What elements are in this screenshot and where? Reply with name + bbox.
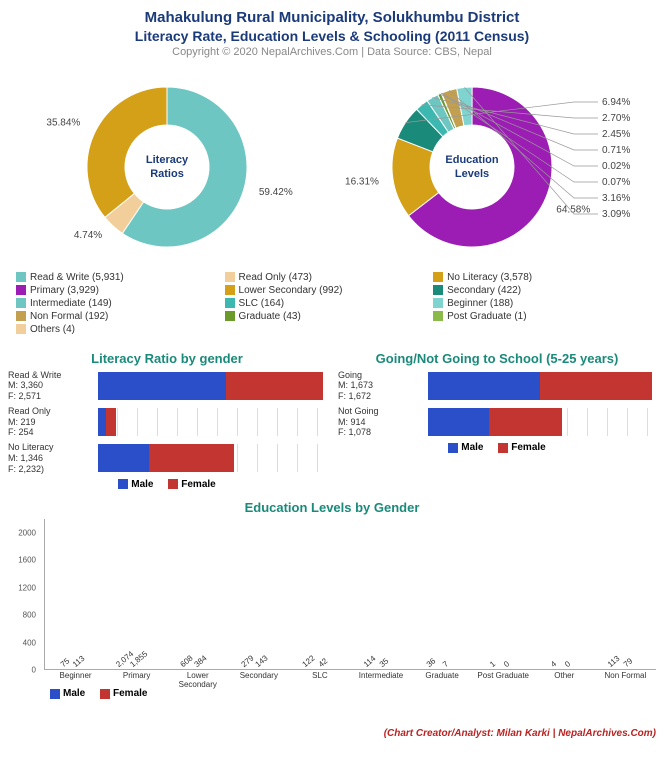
hbar-row: Read & WriteM: 3,360F: 2,571 (8, 370, 326, 402)
literacy-donut-panel: 59.42% 4.74% 35.84% Literacy Ratios (8, 62, 326, 272)
svg-text:0.02%: 0.02% (602, 161, 630, 172)
svg-text:59.42%: 59.42% (259, 186, 293, 197)
credit: (Chart Creator/Analyst: Milan Karki | Ne… (8, 728, 656, 739)
donut-slice (87, 87, 167, 217)
hbar-row: Literacy Ratio by gender Read & WriteM: … (8, 345, 656, 493)
svg-text:3.09%: 3.09% (602, 209, 630, 220)
legend: Read & Write (5,931)Read Only (473)No Li… (8, 272, 656, 337)
svg-text:Ratios: Ratios (150, 168, 184, 180)
legend-item: Post Graduate (1) (433, 311, 642, 322)
svg-text:16.31%: 16.31% (345, 176, 379, 187)
male-label: Male (461, 442, 483, 453)
legend-item: Secondary (422) (433, 285, 642, 296)
legend-item: Read Only (473) (225, 272, 434, 283)
legend-item: No Literacy (3,578) (433, 272, 642, 283)
svg-text:Literacy: Literacy (146, 154, 189, 166)
header: Mahakulung Rural Municipality, Solukhumb… (8, 8, 656, 58)
y-axis: 0400800120016002000 (8, 519, 40, 670)
legend-item: Beginner (188) (433, 298, 642, 309)
legend-item: Non Formal (192) (16, 311, 225, 322)
legend-item: Intermediate (149) (16, 298, 225, 309)
svg-text:Education: Education (445, 154, 498, 166)
education-donut: 64.58%16.31%6.94%2.70%2.45%0.71%0.02%0.0… (342, 62, 652, 272)
svg-text:Levels: Levels (455, 168, 489, 180)
hbar-row: GoingM: 1,673F: 1,672 (338, 370, 656, 402)
education-donut-panel: 64.58%16.31%6.94%2.70%2.45%0.71%0.02%0.0… (338, 62, 656, 272)
school-going-title: Going/Not Going to School (5-25 years) (338, 351, 656, 366)
mini-legend-1: Male Female (8, 479, 326, 493)
svg-text:4.74%: 4.74% (74, 229, 102, 240)
legend-item: Others (4) (16, 324, 225, 335)
mini-legend-3: Male Female (44, 688, 656, 702)
svg-text:0.07%: 0.07% (602, 177, 630, 188)
female-label: Female (181, 479, 215, 490)
education-gender-chart: 75113Beginner2,0741,855Primary608384Lowe… (44, 519, 656, 670)
female-label: Female (511, 442, 545, 453)
legend-item: Primary (3,929) (16, 285, 225, 296)
title-line-2: Literacy Rate, Education Levels & School… (8, 28, 656, 44)
literacy-gender-title: Literacy Ratio by gender (8, 351, 326, 366)
male-label: Male (131, 479, 153, 490)
legend-item: SLC (164) (225, 298, 434, 309)
svg-text:2.45%: 2.45% (602, 129, 630, 140)
svg-text:2.70%: 2.70% (602, 113, 630, 124)
literacy-donut: 59.42% 4.74% 35.84% Literacy Ratios (12, 62, 322, 272)
literacy-gender-panel: Literacy Ratio by gender Read & WriteM: … (8, 345, 326, 493)
literacy-gender-chart: Read & WriteM: 3,360F: 2,571 Read OnlyM: … (8, 370, 326, 475)
mini-legend-2: Male Female (338, 442, 656, 456)
donut-row: 59.42%4.74%35.84%LiteracyRatios 64.58%16… (8, 62, 656, 272)
legend-item: Read & Write (5,931) (16, 272, 225, 283)
title-line-1: Mahakulung Rural Municipality, Solukhumb… (8, 8, 656, 28)
svg-text:6.94%: 6.94% (602, 97, 630, 108)
female-label: Female (113, 688, 147, 699)
school-going-panel: Going/Not Going to School (5-25 years) G… (338, 345, 656, 493)
copyright: Copyright © 2020 NepalArchives.Com | Dat… (8, 46, 656, 58)
svg-text:0.71%: 0.71% (602, 145, 630, 156)
hbar-row: Not GoingM: 914F: 1,078 (338, 406, 656, 438)
svg-text:35.84%: 35.84% (46, 117, 80, 128)
legend-item: Graduate (43) (225, 311, 434, 322)
school-going-chart: GoingM: 1,673F: 1,672 Not GoingM: 914F: 1… (338, 370, 656, 439)
education-gender-title: Education Levels by Gender (8, 500, 656, 515)
hbar-row: Read OnlyM: 219F: 254 (8, 406, 326, 438)
education-gender-panel: Education Levels by Gender 0400800120016… (8, 500, 656, 702)
legend-item: Lower Secondary (992) (225, 285, 434, 296)
svg-text:3.16%: 3.16% (602, 193, 630, 204)
hbar-row: No LiteracyM: 1,346F: 2,232) (8, 442, 326, 474)
male-label: Male (63, 688, 85, 699)
